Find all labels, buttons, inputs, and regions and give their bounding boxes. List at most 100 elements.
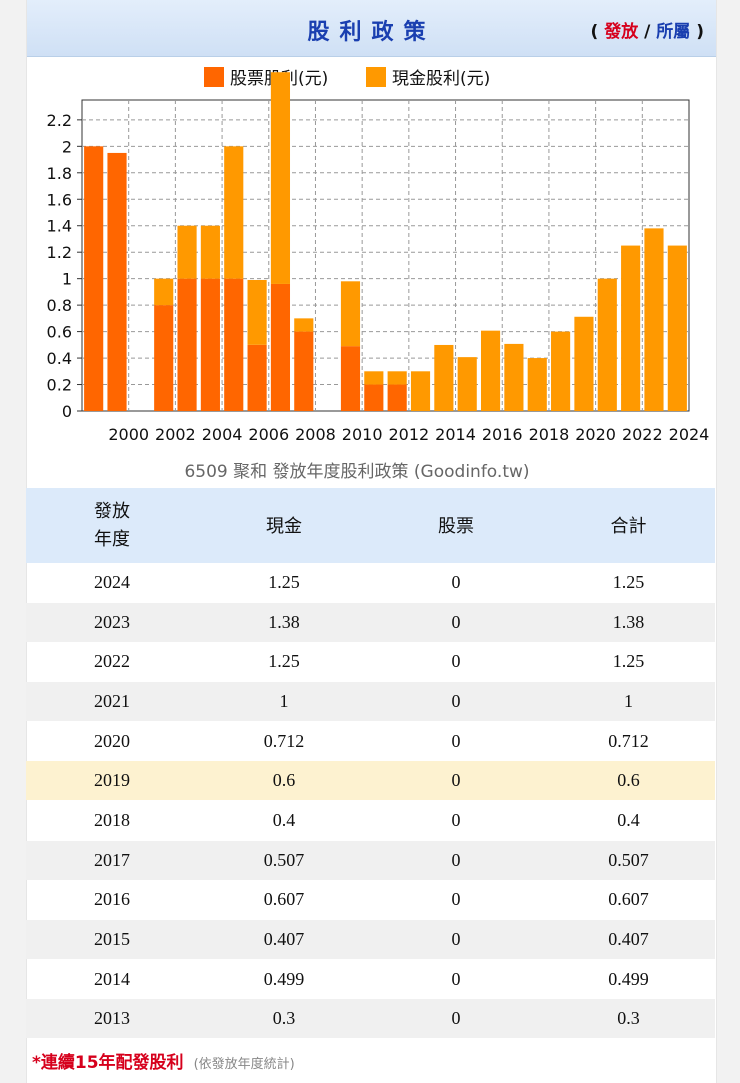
stock-bar <box>224 278 244 411</box>
panel-header: 股利政策 ( 發放 / 所屬 ) <box>27 0 716 57</box>
cash-bar <box>154 278 174 306</box>
table-row: 2017 0.507 0 0.507 <box>26 840 715 880</box>
cell-total: 1.25 <box>612 651 645 672</box>
legend-cash-label: 現金股利(元) <box>392 69 490 89</box>
cell-stock: 0 <box>451 849 461 870</box>
toggle-slash: / <box>644 22 651 42</box>
legend-cash-swatch <box>366 67 386 87</box>
cell-cash: 0.3 <box>272 1008 296 1029</box>
cash-bar <box>621 245 641 411</box>
cash-bar <box>597 278 617 411</box>
close-paren: ) <box>696 22 704 42</box>
stock-bar <box>177 278 197 411</box>
stat-note: (依發放年度統計) <box>193 1057 295 1072</box>
cell-cash: 0.499 <box>263 968 305 989</box>
streak-text: *連續15年配發股利 <box>32 1053 184 1073</box>
cell-total: 0.3 <box>617 1008 640 1029</box>
y-tick-label: 1.4 <box>47 217 72 236</box>
table-row: 2013 0.3 0 0.3 <box>26 999 715 1039</box>
cell-cash: 0.6 <box>272 770 296 791</box>
cash-bar <box>527 358 547 411</box>
cell-year: 2019 <box>94 770 130 791</box>
cash-bar <box>644 228 664 411</box>
x-tick-label: 2000 <box>108 425 149 444</box>
view-toggle: ( 發放 / 所屬 ) <box>591 17 704 42</box>
cash-bar <box>340 281 361 347</box>
cell-stock: 0 <box>451 651 461 672</box>
cash-bar <box>294 318 314 332</box>
cash-bar <box>551 331 571 411</box>
stock-bar <box>200 278 220 411</box>
stock-bar <box>387 384 407 411</box>
y-tick-label: 1.6 <box>47 190 72 209</box>
stock-bar <box>107 152 127 412</box>
x-tick-label: 2008 <box>295 425 336 444</box>
cell-stock: 0 <box>451 968 461 989</box>
table-row: 2019 0.6 0 0.6 <box>26 761 715 801</box>
header-cash: 現金 <box>266 516 302 537</box>
table-row: 2021 1 0 1 <box>26 682 715 721</box>
cell-year: 2013 <box>94 1008 130 1029</box>
legend-stock-swatch <box>204 67 224 87</box>
cell-cash: 1.25 <box>268 651 300 672</box>
toggle-issue-year[interactable]: 發放 <box>604 22 639 42</box>
cell-stock: 0 <box>451 730 461 751</box>
table-header: 發放 年度 現金 股票 合計 <box>26 488 715 563</box>
table-row: 2014 0.499 0 0.499 <box>26 960 715 999</box>
cash-bar <box>410 371 431 411</box>
cell-year: 2022 <box>94 651 130 672</box>
cell-cash: 1.25 <box>268 572 300 592</box>
cash-bar <box>387 371 407 385</box>
cell-total: 1.38 <box>612 611 645 632</box>
cell-cash: 0.507 <box>263 849 305 870</box>
x-tick-label: 2018 <box>529 425 570 444</box>
cash-bar <box>200 225 220 279</box>
cell-stock: 0 <box>451 770 461 791</box>
cell-cash: 0.607 <box>263 889 305 910</box>
cell-cash: 0.407 <box>263 929 305 950</box>
table-row: 2016 0.607 0 0.607 <box>26 880 715 919</box>
header-stock: 股票 <box>438 516 474 537</box>
x-tick-label: 2024 <box>669 425 710 444</box>
cell-stock: 0 <box>451 572 461 592</box>
y-tick-label: 2 <box>62 137 72 156</box>
y-tick-label: 0.4 <box>47 349 72 368</box>
header-year-line2: 年度 <box>94 529 130 550</box>
stock-bar <box>270 283 291 411</box>
cell-total: 1 <box>624 691 633 711</box>
table-row: 2020 0.712 0 0.712 <box>26 722 715 761</box>
chart-caption: 6509 聚和 發放年度股利政策 (Goodinfo.tw) <box>184 462 529 482</box>
cell-total: 0.712 <box>608 730 649 751</box>
cell-total: 0.4 <box>617 810 640 831</box>
cash-bar <box>270 72 291 284</box>
table-row: 2015 0.407 0 0.407 <box>26 920 715 960</box>
cash-bar <box>504 343 524 411</box>
cash-bar <box>224 146 244 279</box>
y-tick-label: 1 <box>62 270 72 289</box>
cell-total: 0.507 <box>608 849 649 870</box>
toggle-belong-year[interactable]: 所屬 <box>656 22 691 42</box>
x-tick-label: 2020 <box>575 425 616 444</box>
cash-bar <box>457 357 477 411</box>
header-year: 發放 年度 <box>26 498 198 554</box>
table-row: 2023 1.38 0 1.38 <box>26 602 715 642</box>
cell-year: 2017 <box>94 849 130 870</box>
stock-bar <box>247 344 267 411</box>
y-tick-label: 0.2 <box>47 376 72 395</box>
y-tick-label: 1.2 <box>47 243 72 262</box>
stock-bar <box>84 146 104 411</box>
cell-year: 2014 <box>94 968 130 989</box>
cell-total: 0.6 <box>617 770 640 791</box>
footer-note: *連續15年配發股利 (依發放年度統計) <box>32 1048 295 1073</box>
x-tick-label: 2012 <box>388 425 429 444</box>
cash-bar <box>480 330 501 411</box>
y-tick-label: 1.8 <box>47 164 72 183</box>
cell-stock: 0 <box>451 691 461 711</box>
x-tick-label: 2004 <box>202 425 243 444</box>
cell-cash: 0.712 <box>263 730 305 751</box>
stock-bar <box>294 331 314 411</box>
stock-bar <box>364 384 384 411</box>
x-tick-label: 2002 <box>155 425 196 444</box>
panel-title: 股利政策 <box>307 20 436 45</box>
cell-stock: 0 <box>451 1008 461 1029</box>
